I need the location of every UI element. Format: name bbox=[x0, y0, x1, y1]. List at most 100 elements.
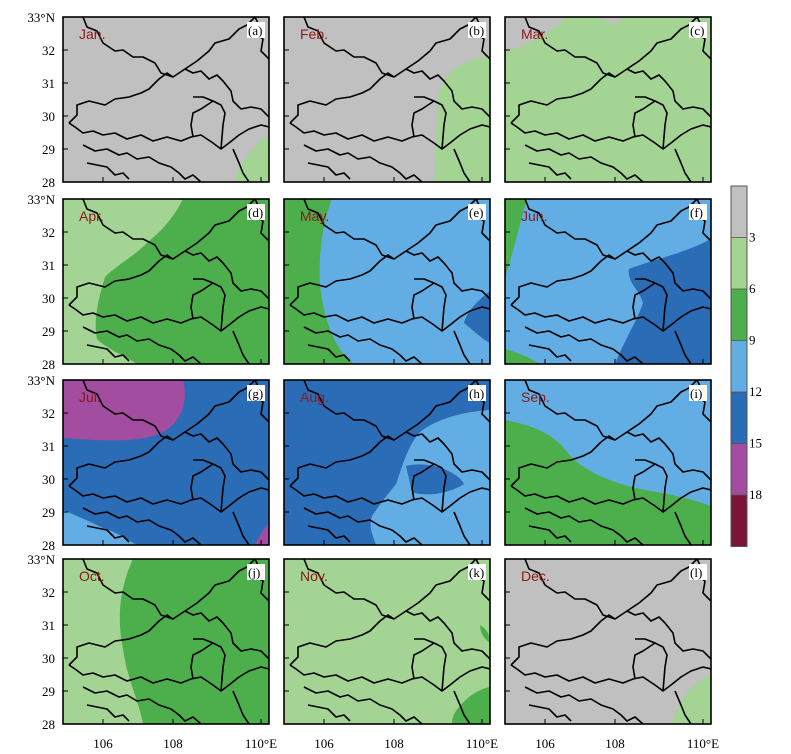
panel-letter: (c) bbox=[690, 23, 704, 38]
longitude-tick-label: 108 bbox=[384, 736, 404, 751]
map-panel-jun: Jun. (f) bbox=[504, 198, 712, 365]
panel-frame bbox=[62, 558, 270, 725]
colorbar-segment bbox=[731, 443, 747, 495]
panel-letter: (l) bbox=[690, 565, 702, 580]
map-panel-mar: Mar. (c) bbox=[504, 16, 712, 183]
panel-frame bbox=[62, 198, 270, 365]
map-panel-nov: Nov. (k) bbox=[283, 558, 491, 725]
month-label: Aug. bbox=[300, 389, 329, 405]
colorbar-label: 3 bbox=[749, 230, 756, 245]
latitude-tick-label: 31 bbox=[42, 258, 55, 273]
latitude-tick-label: 32 bbox=[42, 43, 55, 58]
panel-letter: (a) bbox=[248, 23, 262, 38]
month-label: Apr. bbox=[79, 208, 104, 224]
longitude-tick-label: 106 bbox=[314, 736, 334, 751]
panel-letter: (e) bbox=[469, 205, 483, 220]
contour-region-lightblue bbox=[284, 199, 490, 364]
colorbar-frame bbox=[730, 185, 748, 547]
month-label: Feb. bbox=[300, 26, 328, 42]
contour-region-green bbox=[480, 625, 490, 643]
colorbar-segment bbox=[731, 340, 747, 392]
longitude-tick-label: 108 bbox=[163, 736, 183, 751]
latitude-tick-label: 28 bbox=[42, 717, 55, 732]
latitude-tick-label: 30 bbox=[42, 291, 55, 306]
latitude-tick-label: 32 bbox=[42, 585, 55, 600]
latitude-tick-label: 30 bbox=[42, 109, 55, 124]
contour-region-gray bbox=[505, 17, 565, 51]
panel-frame bbox=[283, 16, 491, 183]
latitude-tick-label: 29 bbox=[42, 684, 55, 699]
month-label: Jan. bbox=[79, 26, 105, 42]
colorbar: 3 6 9 12 15 18 bbox=[730, 185, 762, 547]
month-label: Oct. bbox=[79, 568, 105, 584]
longitude-tick-label: 106 bbox=[93, 736, 113, 751]
longitude-tick-label: 110°E bbox=[466, 736, 498, 751]
colorbar-label: 12 bbox=[749, 384, 762, 399]
month-label: Jun. bbox=[521, 208, 547, 224]
contour-region-green bbox=[505, 199, 527, 277]
latitude-tick-label: 33°N bbox=[27, 552, 55, 567]
latitude-tick-label: 33°N bbox=[27, 10, 55, 25]
contour-region-green bbox=[505, 349, 539, 364]
panel-frame bbox=[504, 558, 712, 725]
latitude-tick-label: 30 bbox=[42, 472, 55, 487]
contour-region-lightgreen bbox=[505, 17, 711, 182]
longitude-tick-label: 110°E bbox=[687, 736, 719, 751]
panel-frame bbox=[283, 558, 491, 725]
map-panel-dec: Dec. (l) bbox=[504, 558, 712, 725]
map-panel-jul: Jul. (g) bbox=[62, 379, 270, 546]
colorbar-segment bbox=[731, 392, 747, 444]
month-label: Nov. bbox=[300, 568, 328, 584]
contour-region-green bbox=[284, 199, 354, 364]
panel-frame bbox=[504, 379, 712, 546]
panel-frame bbox=[283, 379, 491, 546]
month-label: May. bbox=[300, 208, 329, 224]
panel-letter: (h) bbox=[469, 386, 484, 401]
contour-region-lightgreen bbox=[63, 559, 143, 724]
contour-region-lightblue bbox=[63, 510, 137, 545]
month-label: Dec. bbox=[521, 568, 550, 584]
month-label: Jul. bbox=[79, 389, 101, 405]
panel-frame bbox=[504, 198, 712, 365]
latitude-tick-label: 33°N bbox=[27, 373, 55, 388]
panel-letter: (j) bbox=[248, 565, 260, 580]
latitude-tick-label: 28 bbox=[42, 357, 55, 372]
longitude-tick-label: 106 bbox=[535, 736, 555, 751]
map-panel-jan: Jan. (a) bbox=[62, 16, 270, 183]
month-label: Sep. bbox=[521, 389, 550, 405]
latitude-tick-label: 31 bbox=[42, 618, 55, 633]
contour-region-lightgreen bbox=[235, 135, 269, 182]
colorbar-label: 9 bbox=[749, 333, 756, 348]
colorbar-label: 15 bbox=[749, 436, 762, 451]
contour-region-lightgreen bbox=[63, 199, 183, 364]
contour-region-blue bbox=[615, 239, 711, 364]
map-panel-may: May. (e) bbox=[283, 198, 491, 365]
latitude-tick-label: 32 bbox=[42, 225, 55, 240]
colorbar-segment bbox=[731, 495, 747, 547]
latitude-tick-label: 29 bbox=[42, 505, 55, 520]
panel-frame bbox=[62, 379, 270, 546]
panel-letter: (d) bbox=[248, 205, 263, 220]
colorbar-label: 18 bbox=[749, 487, 762, 502]
latitude-tick-label: 29 bbox=[42, 142, 55, 157]
colorbar-label: 6 bbox=[749, 281, 756, 296]
colorbar-segment bbox=[731, 186, 747, 238]
contour-region-blue bbox=[464, 291, 490, 343]
latitude-tick-label: 29 bbox=[42, 324, 55, 339]
panel-frame bbox=[283, 198, 491, 365]
longitude-tick-label: 110°E bbox=[245, 736, 277, 751]
contour-region-lightgreen bbox=[673, 675, 711, 724]
latitude-tick-label: 32 bbox=[42, 406, 55, 421]
panel-letter: (k) bbox=[469, 565, 484, 580]
map-panel-sep: Sep. (i) bbox=[504, 379, 712, 546]
contour-region-gray bbox=[601, 17, 623, 24]
contour-region-blue bbox=[284, 380, 490, 545]
contour-region-green bbox=[505, 420, 711, 545]
contour-region-lightgreen bbox=[284, 559, 490, 724]
latitude-tick-label: 30 bbox=[42, 651, 55, 666]
latitude-tick-label: 28 bbox=[42, 175, 55, 190]
contour-region-green bbox=[452, 687, 490, 724]
panel-letter: (i) bbox=[690, 386, 702, 401]
contour-region-lightgreen bbox=[545, 167, 615, 182]
panel-letter: (f) bbox=[690, 205, 703, 220]
